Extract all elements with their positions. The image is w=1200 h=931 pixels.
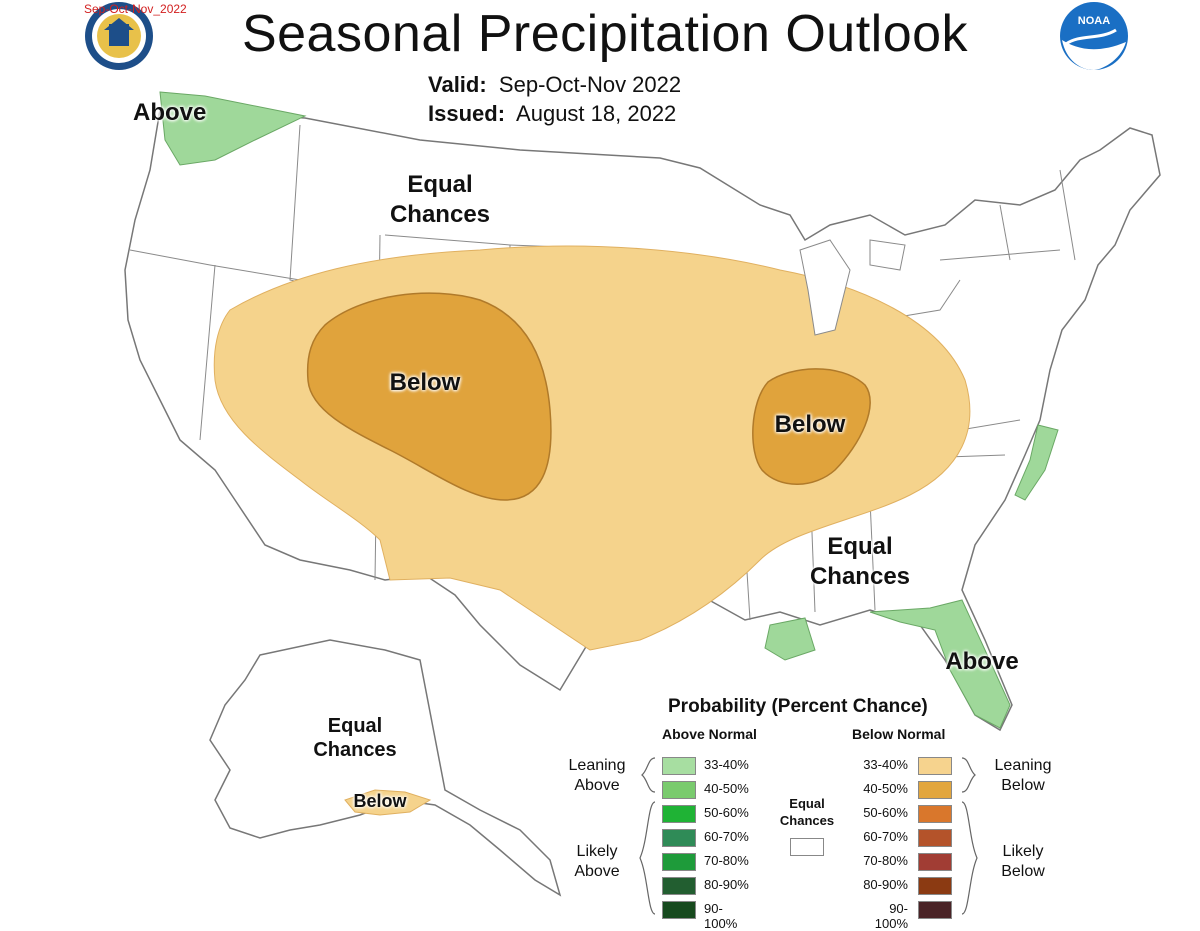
west-below-label: Below [389, 369, 461, 396]
below-swatch-2 [918, 781, 952, 799]
legend-title: Probability (Percent Chance) [668, 696, 928, 717]
leaning-above-line2: Above [574, 777, 620, 794]
above-range-7: 90-100% [704, 901, 738, 931]
above-swatch-7 [662, 901, 696, 919]
north-equal-chances-label: Equal Chances [380, 170, 500, 230]
valid-label: Valid: [428, 72, 487, 97]
legend-equal-chances-swatch [790, 838, 824, 856]
noaa-logo-text: NOAA [1078, 15, 1110, 27]
great-lakes [799, 239, 906, 336]
above-range-3: 50-60% [704, 805, 749, 820]
issued-line: Issued: August 18, 2022 [428, 101, 676, 127]
nc-above-region [1014, 424, 1059, 501]
issued-value: August 18, 2022 [516, 101, 677, 126]
ec-legend-line1: Equal [789, 796, 825, 811]
ak-equal-chances-label: Equal Chances [300, 714, 410, 762]
legend-above-head: Above Normal [662, 726, 757, 742]
below-range-7: 90-100% [874, 901, 908, 931]
legend-leaning-above: Leaning Above [560, 756, 634, 796]
nw-above-region [159, 91, 307, 166]
leaning-above-line1: Leaning [568, 757, 626, 774]
above-swatch-6 [662, 877, 696, 895]
above-swatch-1 [662, 757, 696, 775]
below-range-4: 60-70% [863, 829, 908, 844]
midwest-below-label: Below [774, 411, 846, 438]
above-range-4: 60-70% [704, 829, 749, 844]
below-swatch-4 [918, 829, 952, 847]
below-range-6: 80-90% [863, 877, 908, 892]
legend-likely-below: Likely Below [986, 842, 1060, 882]
doc-seal-icon [85, 2, 153, 70]
north-ec-line1: Equal [407, 171, 473, 198]
fl-above-label: Above [945, 648, 1019, 675]
north-ec-line2: Chances [389, 201, 491, 228]
above-range-5: 70-80% [704, 853, 749, 868]
leaning-below-line2: Below [1001, 777, 1045, 794]
below-swatch-5 [918, 853, 952, 871]
above-range-2: 40-50% [704, 781, 749, 796]
legend-likely-above: Likely Above [560, 842, 634, 882]
below-range-3: 50-60% [863, 805, 908, 820]
ak-below-label: Below [353, 791, 407, 811]
below-swatch-1 [918, 757, 952, 775]
corner-tag: Sep-Oct-Nov_2022 [84, 2, 187, 16]
ak-below-region [344, 789, 432, 816]
legend-leaning-below: Leaning Below [986, 756, 1060, 796]
above-swatch-5 [662, 853, 696, 871]
likely-below-line1: Likely [1002, 843, 1044, 860]
ak-ec-line2: Chances [313, 739, 397, 761]
se-ec-line1: Equal [827, 533, 893, 560]
gulf-above-region [764, 617, 816, 661]
issued-label: Issued: [428, 101, 506, 126]
above-range-6: 80-90% [704, 877, 749, 892]
legend-equal-chances-label: Equal Chances [774, 795, 840, 829]
likely-above-line2: Above [574, 863, 620, 880]
valid-line: Valid: Sep-Oct-Nov 2022 [428, 72, 681, 98]
alaska-landmass [209, 639, 562, 897]
nw-above-label: Above [133, 99, 207, 126]
below-range-2: 40-50% [863, 781, 908, 796]
below-swatch-6 [918, 877, 952, 895]
ec-legend-line2: Chances [779, 813, 835, 828]
above-swatch-2 [662, 781, 696, 799]
valid-value: Sep-Oct-Nov 2022 [498, 72, 682, 97]
se-equal-chances-label: Equal Chances [800, 532, 920, 592]
legend-brackets [639, 757, 978, 915]
below-range-1: 33-40% [863, 757, 908, 772]
above-swatch-4 [662, 829, 696, 847]
legend-below-head: Below Normal [852, 726, 946, 742]
below-swatch-7 [918, 901, 952, 919]
above-swatch-3 [662, 805, 696, 823]
leaning-below-line1: Leaning [994, 757, 1052, 774]
se-ec-line2: Chances [809, 563, 911, 590]
likely-above-line1: Likely [576, 843, 618, 860]
below-swatch-3 [918, 805, 952, 823]
above-range-1: 33-40% [704, 757, 749, 772]
likely-below-line2: Below [1001, 863, 1045, 880]
ak-ec-line1: Equal [327, 715, 383, 737]
west-below-core [306, 292, 552, 501]
midwest-below-core [752, 368, 871, 485]
page-title: Seasonal Precipitation Outlook [241, 5, 969, 63]
below-range-5: 70-80% [863, 853, 908, 868]
fl-above-region [869, 599, 1011, 729]
noaa-logo-icon: NOAA [1060, 2, 1128, 70]
